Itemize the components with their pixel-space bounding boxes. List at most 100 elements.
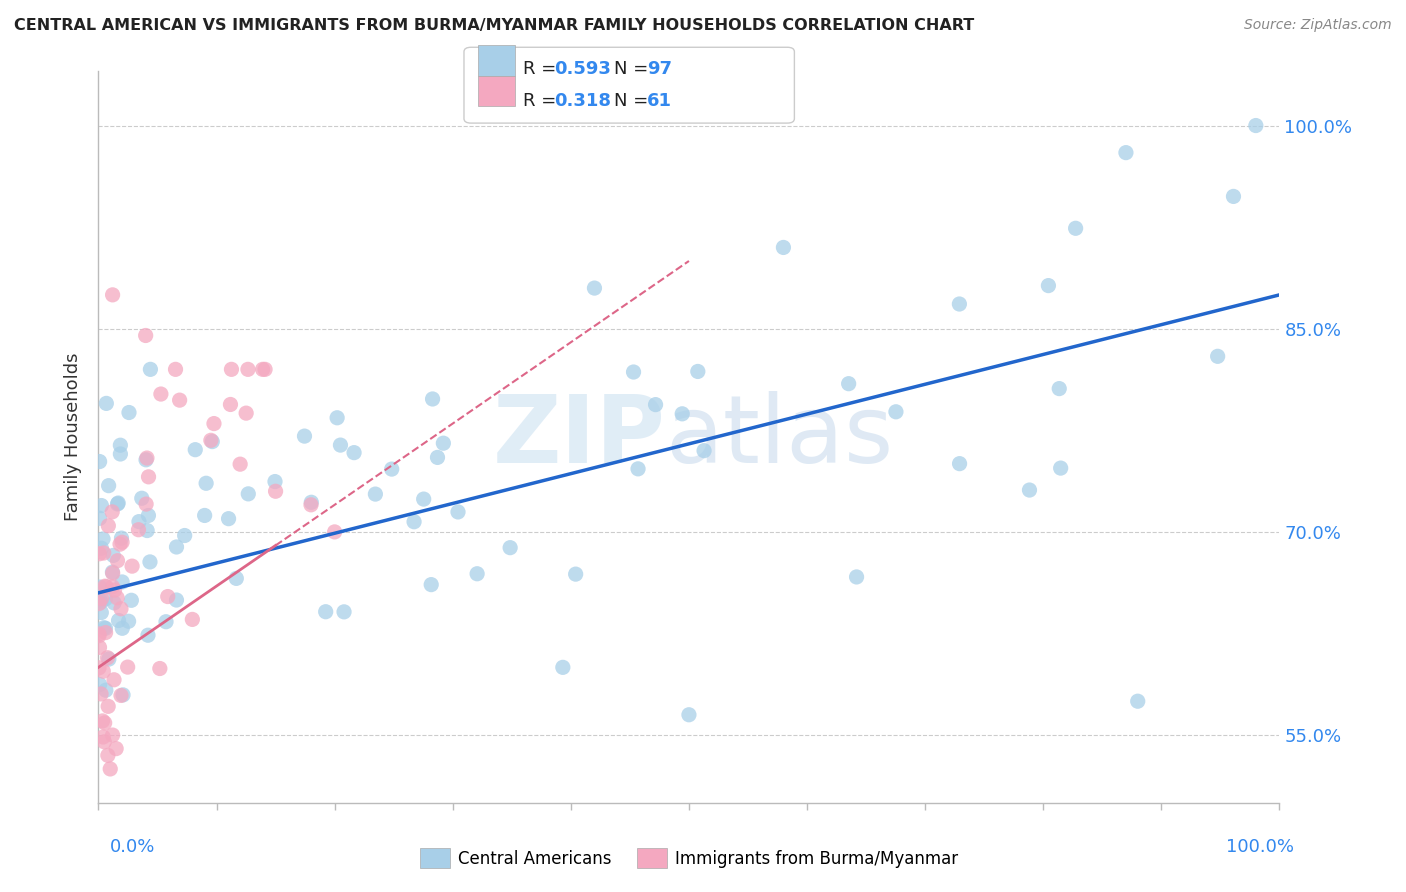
Point <box>155 615 177 629</box>
Point <box>254 362 277 376</box>
Point <box>173 528 195 542</box>
Point <box>136 524 159 538</box>
Point <box>225 571 247 585</box>
Point <box>107 554 129 568</box>
Point <box>627 462 650 476</box>
Point <box>184 442 207 457</box>
Point <box>221 362 243 376</box>
Point <box>551 660 574 674</box>
Point <box>299 495 322 509</box>
Point <box>91 730 114 744</box>
Point <box>686 364 709 378</box>
Point <box>120 593 142 607</box>
Point <box>135 497 157 511</box>
Point <box>139 555 162 569</box>
Point <box>128 523 150 537</box>
Point <box>139 362 162 376</box>
Point <box>426 450 449 465</box>
Point <box>112 688 135 702</box>
Point <box>156 590 179 604</box>
Point <box>136 628 159 642</box>
Point <box>181 612 204 626</box>
Point <box>111 574 134 589</box>
Point <box>333 605 356 619</box>
Point <box>136 451 159 466</box>
Point <box>404 515 426 529</box>
Point <box>101 728 124 742</box>
Point <box>323 524 346 539</box>
Point <box>128 515 150 529</box>
Point <box>420 577 443 591</box>
Text: 100.0%: 100.0% <box>1226 838 1294 855</box>
Point <box>94 621 117 635</box>
Point <box>564 567 586 582</box>
Point <box>315 605 337 619</box>
Point <box>195 476 218 491</box>
Point <box>381 462 404 476</box>
Point <box>110 447 132 461</box>
Point <box>87 627 110 641</box>
Point <box>89 580 111 594</box>
Point <box>90 591 112 606</box>
Point <box>87 629 110 643</box>
Point <box>138 470 160 484</box>
Text: N =: N = <box>614 60 654 78</box>
Point <box>110 689 132 703</box>
Point <box>118 405 141 419</box>
Point <box>90 595 112 609</box>
Point <box>87 661 110 675</box>
Point <box>107 496 129 510</box>
Text: ZIP: ZIP <box>492 391 665 483</box>
Point <box>329 438 352 452</box>
Point <box>1206 349 1229 363</box>
Point <box>135 452 157 467</box>
Point <box>103 549 125 563</box>
Point <box>1244 119 1267 133</box>
Point <box>364 487 387 501</box>
Point <box>1018 483 1040 497</box>
Point <box>101 505 124 519</box>
Point <box>93 621 115 635</box>
Point <box>948 297 970 311</box>
Point <box>101 566 124 581</box>
Text: 0.0%: 0.0% <box>110 838 155 855</box>
Point <box>264 484 287 499</box>
Point <box>432 436 454 450</box>
Point <box>103 596 125 610</box>
Point <box>91 714 114 728</box>
Point <box>87 597 110 611</box>
Point <box>166 540 188 554</box>
Point <box>97 478 120 492</box>
Point <box>1126 694 1149 708</box>
Point <box>693 443 716 458</box>
Point <box>101 565 124 579</box>
Point <box>671 407 693 421</box>
Point <box>201 434 224 449</box>
Point <box>135 328 157 343</box>
Point <box>422 392 444 406</box>
Point <box>89 547 111 561</box>
Point <box>94 683 117 698</box>
Point <box>412 492 434 507</box>
Point <box>93 546 115 560</box>
Point <box>343 445 366 459</box>
Point <box>89 640 111 655</box>
Point <box>583 281 606 295</box>
Point <box>219 397 242 411</box>
Text: CENTRAL AMERICAN VS IMMIGRANTS FROM BURMA/MYANMAR FAMILY HOUSEHOLDS CORRELATION : CENTRAL AMERICAN VS IMMIGRANTS FROM BURM… <box>14 18 974 33</box>
Point <box>236 362 259 376</box>
Point <box>97 652 120 666</box>
Point <box>229 457 252 471</box>
Point <box>1049 461 1071 475</box>
Point <box>111 535 134 549</box>
Text: Source: ZipAtlas.com: Source: ZipAtlas.com <box>1244 18 1392 32</box>
Point <box>110 531 132 545</box>
Point <box>94 591 117 606</box>
Point <box>194 508 217 523</box>
Point <box>91 665 114 679</box>
Point <box>89 511 111 525</box>
Point <box>499 541 522 555</box>
Point <box>107 614 129 628</box>
Point <box>845 570 868 584</box>
Point <box>200 434 222 448</box>
